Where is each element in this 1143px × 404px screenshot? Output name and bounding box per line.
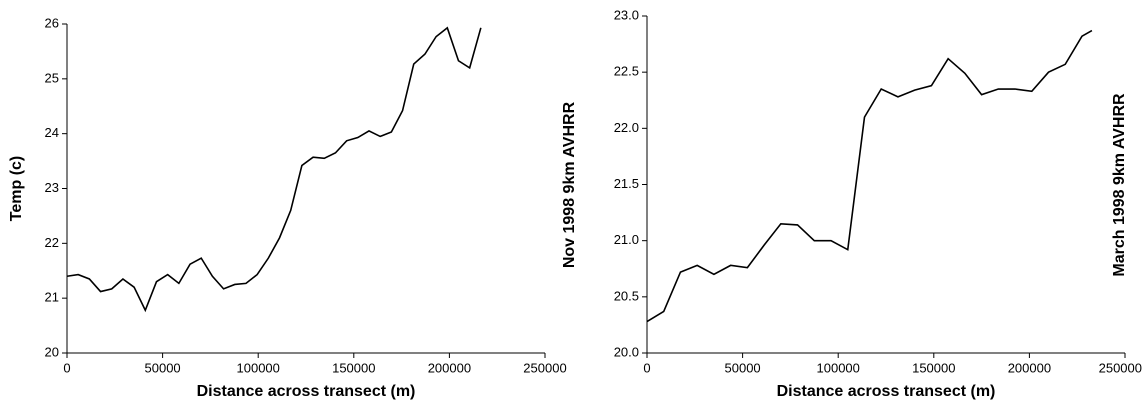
data-line (66, 26, 482, 313)
x-tick-label: 150000 (912, 360, 955, 375)
x-tick-label: 100000 (237, 360, 280, 375)
y-tick-label: 24 (45, 125, 59, 140)
y-tick-label: 21 (45, 290, 59, 305)
x-tick-label: 250000 (523, 360, 566, 375)
data-line (646, 29, 1093, 323)
y-tick-label: 21.0 (614, 232, 639, 247)
x-axis-title: Distance across transect (m) (777, 383, 996, 400)
y-tick-label: 26 (45, 15, 59, 30)
x-tick-label: 0 (63, 360, 70, 375)
y-axis-title: Temp (c) (8, 156, 25, 221)
x-tick-label: 150000 (332, 360, 375, 375)
y-tick-label: 20.5 (614, 288, 639, 303)
y-tick-label: 25 (45, 70, 59, 85)
y-tick-label: 22.0 (614, 120, 639, 135)
x-tick-label: 0 (643, 360, 650, 375)
x-tick-label: 200000 (1008, 360, 1051, 375)
y-tick-label: 22 (45, 235, 59, 250)
x-tick-label: 250000 (1099, 360, 1142, 375)
x-tick-label: 100000 (817, 360, 860, 375)
y-tick-label: 20 (45, 344, 59, 359)
y-tick-label: 22.5 (614, 64, 639, 79)
y-tick-label: 21.5 (614, 176, 639, 191)
x-tick-label: 200000 (428, 360, 471, 375)
side-label: March 1998 9km AVHRR (1111, 93, 1128, 277)
y-tick-label: 23.0 (614, 7, 639, 22)
x-axis-title: Distance across transect (m) (197, 383, 416, 400)
y-tick-label: 23 (45, 180, 59, 195)
x-tick-label: 50000 (145, 360, 181, 375)
x-tick-label: 50000 (725, 360, 761, 375)
side-label: Nov 1998 9km AVHRR (561, 101, 578, 268)
y-tick-label: 20.0 (614, 344, 639, 359)
